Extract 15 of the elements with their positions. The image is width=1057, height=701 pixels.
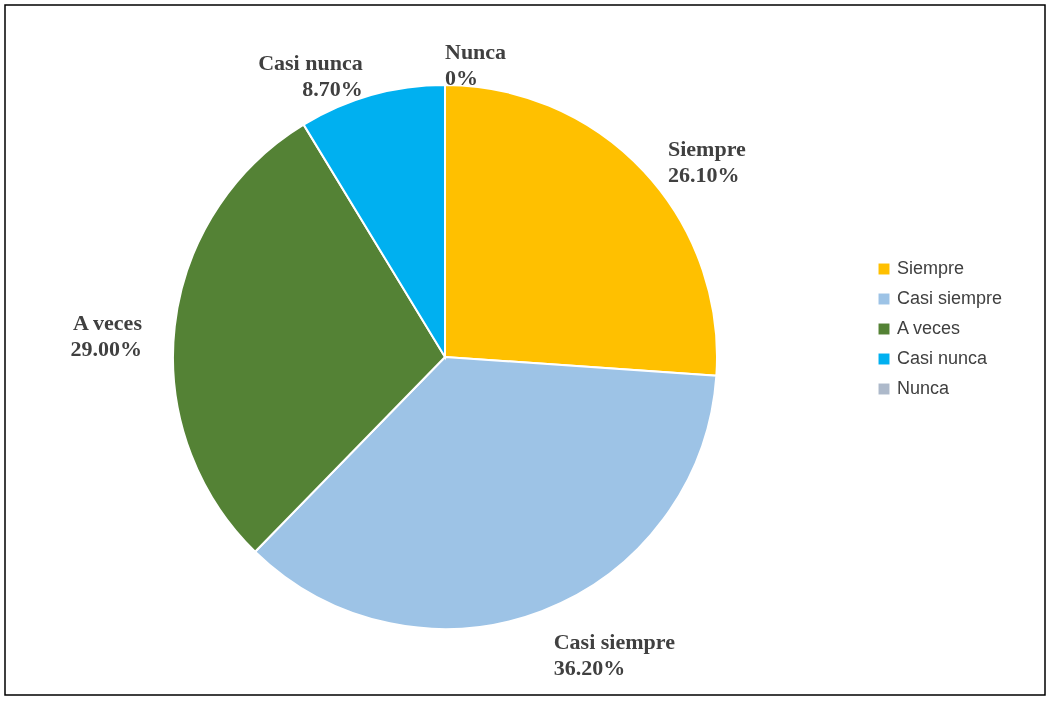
data-label: 8.70% [302, 76, 363, 102]
data-label: 29.00% [70, 335, 142, 361]
text: 0% [445, 65, 478, 90]
data-label: 36.20% [553, 654, 626, 680]
legend-label: Nunca [897, 378, 951, 398]
legend-label: A veces [897, 318, 961, 338]
legend-label: Casi siempre [897, 288, 1003, 308]
slice-label: Casi siempre [553, 628, 676, 654]
data-label: 26.10% [667, 161, 740, 187]
legend-label: Casi nunca [897, 348, 989, 368]
slice-label: Casi nunca [258, 50, 363, 76]
category-label: Nunca [445, 39, 507, 64]
slice-label: Siempre [667, 135, 747, 161]
legend-label: Siempre [897, 258, 965, 278]
slice-label: A veces [72, 309, 143, 335]
